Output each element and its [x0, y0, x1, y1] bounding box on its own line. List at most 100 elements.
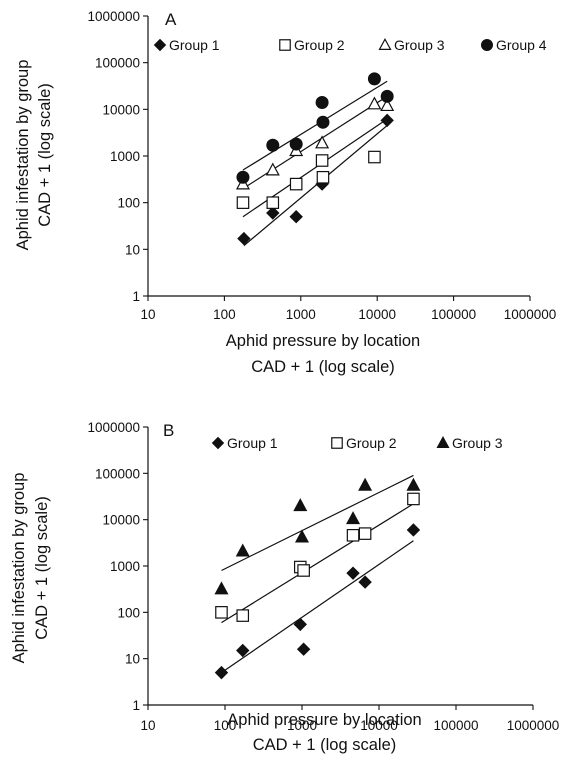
data-point	[380, 113, 394, 128]
trend-line	[242, 80, 388, 171]
data-point	[380, 89, 394, 103]
data-point	[367, 72, 381, 86]
legend-label: Group 3	[394, 37, 445, 53]
data-point	[407, 492, 420, 506]
y-tick-label: 10000	[102, 102, 140, 117]
legend-marker	[331, 437, 343, 449]
data-point	[294, 529, 310, 543]
y-axis-label: Aphid infestation by group	[14, 60, 32, 251]
legend-label: Group 2	[294, 37, 345, 53]
data-point	[236, 196, 250, 209]
x-tick-label: 10000	[358, 307, 396, 322]
panel-label: A	[165, 10, 177, 29]
x-tick-label: 1000000	[504, 307, 557, 322]
trend-line	[242, 118, 388, 218]
legend-marker	[436, 435, 450, 448]
data-point	[315, 135, 330, 149]
y-tick-label: 100	[117, 605, 140, 620]
x-axis-label: CAD + 1 (log scale)	[251, 358, 395, 376]
data-point	[293, 498, 308, 512]
panel-label: B	[163, 421, 174, 440]
x-tick-label: 1000000	[507, 718, 560, 733]
x-axis-label: CAD + 1 (log scale)	[253, 736, 397, 754]
x-axis-label: Aphid pressure by location	[226, 332, 420, 350]
data-point	[266, 138, 280, 152]
y-tick-label: 10	[125, 242, 140, 257]
y-axis-label: CAD + 1 (log scale)	[36, 83, 54, 227]
data-point	[265, 162, 280, 176]
data-point	[358, 527, 372, 540]
x-tick-label: 100000	[431, 307, 476, 322]
data-point	[406, 523, 421, 537]
x-tick-label: 10	[140, 718, 155, 733]
y-tick-label: 100	[117, 196, 140, 211]
data-point	[289, 177, 303, 191]
legend-marker	[153, 38, 167, 52]
trend-line	[243, 125, 388, 247]
legend-label: Group 1	[169, 37, 220, 53]
legend-marker	[279, 39, 291, 51]
data-point	[406, 477, 421, 491]
data-point	[316, 170, 330, 184]
data-point	[346, 566, 360, 580]
data-point	[367, 96, 382, 110]
data-point	[289, 210, 303, 224]
data-point	[289, 137, 303, 151]
data-point	[236, 609, 250, 622]
data-point	[235, 543, 250, 557]
y-tick-label: 1	[132, 698, 140, 713]
data-point	[214, 581, 229, 595]
data-point	[266, 196, 280, 209]
data-point	[368, 150, 381, 164]
legend-marker	[211, 436, 225, 450]
trend-line	[221, 503, 414, 624]
y-tick-label: 1000	[110, 149, 140, 164]
x-tick-label: 1000	[286, 307, 316, 322]
data-point	[215, 606, 228, 619]
x-tick-label: 100	[214, 718, 237, 733]
y-tick-label: 1000	[110, 559, 140, 574]
data-point	[293, 617, 307, 632]
data-point	[358, 477, 373, 491]
legend-marker	[481, 39, 493, 51]
y-tick-label: 10000	[102, 513, 140, 528]
x-tick-label: 1000	[287, 718, 317, 733]
y-tick-label: 100000	[95, 466, 140, 481]
data-point	[266, 206, 280, 220]
trend-line	[242, 95, 388, 190]
x-tick-label: 100000	[433, 718, 478, 733]
x-tick-label: 100	[213, 307, 236, 322]
data-point	[346, 511, 361, 525]
y-tick-label: 1000000	[87, 420, 140, 435]
legend-label: Group 2	[346, 435, 397, 451]
data-point	[297, 564, 310, 577]
legend-marker	[378, 37, 392, 51]
data-point	[236, 643, 250, 658]
legend-label: Group 3	[452, 435, 503, 451]
data-point	[214, 665, 229, 680]
data-point	[237, 231, 251, 246]
data-point	[315, 96, 329, 110]
data-point	[380, 98, 395, 112]
y-tick-label: 100000	[95, 56, 140, 71]
y-tick-label: 1000000	[87, 9, 140, 24]
x-tick-label: 10000	[360, 718, 398, 733]
data-point	[296, 642, 311, 656]
y-tick-label: 10	[125, 652, 140, 667]
legend-label: Group 1	[227, 435, 278, 451]
x-axis-label: Aphid pressure by location	[227, 711, 421, 729]
data-point	[315, 154, 329, 167]
y-axis-label: CAD + 1 (log scale)	[33, 496, 51, 640]
y-tick-label: 1	[132, 289, 140, 304]
data-point	[346, 528, 360, 542]
data-point	[236, 170, 250, 184]
trend-line	[221, 540, 414, 674]
y-axis-label: Aphid infestation by group	[10, 473, 28, 664]
data-point	[358, 575, 372, 589]
data-point	[316, 115, 330, 129]
legend-label: Group 4	[496, 37, 547, 53]
trend-line	[221, 474, 414, 572]
